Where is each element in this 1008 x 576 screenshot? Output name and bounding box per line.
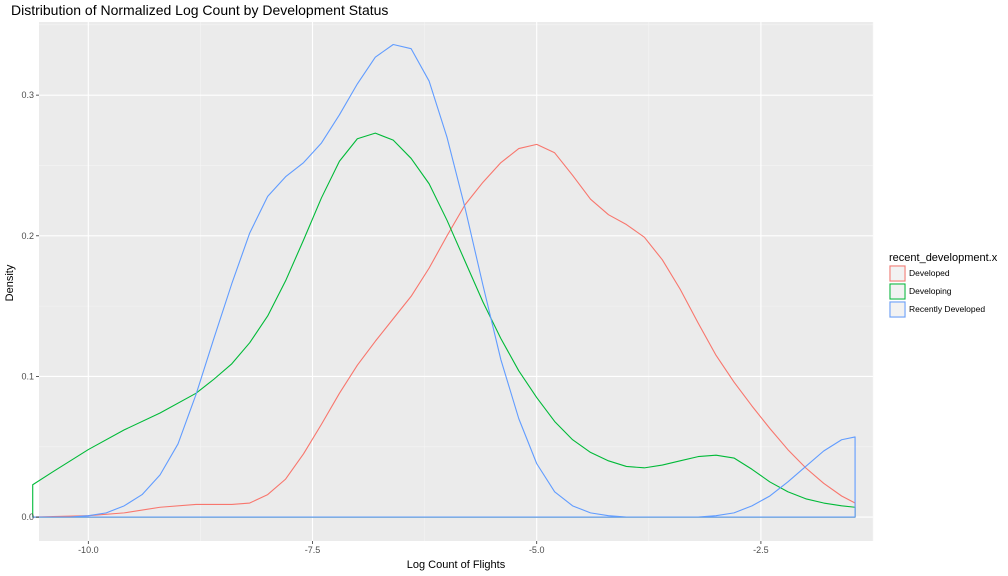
legend-key-recently-developed [889,301,906,318]
y-axis-title: Density [4,264,16,301]
legend-title: recent_development.x [889,252,998,264]
y-axis: 0.0 0.1 0.2 0.3 [21,90,39,522]
legend-key-developed [889,265,906,282]
legend-key-bg [889,265,906,282]
legend-items: Developed Developing Recently Developed [889,265,985,318]
chart-title: Distribution of Normalized Log Count by … [11,2,388,18]
x-tick-label: -10.0 [78,545,99,555]
legend-key-bg [889,301,906,318]
minor-gridlines [39,22,874,541]
legend-key-developing [889,283,906,300]
legend-label-recently-developed: Recently Developed [909,304,985,314]
y-tick-label: 0.0 [21,512,34,522]
y-tick-label: 0.1 [21,371,34,381]
legend: recent_development.x Developed Developing… [889,252,998,318]
density-curves [32,43,856,518]
y-tick-label: 0.2 [21,231,34,241]
y-tick-label: 0.3 [21,90,34,100]
x-axis: -10.0 -7.5 -5.0 -2.5 [78,541,769,555]
density-curve-developed [32,143,856,518]
legend-key-bg [889,283,906,300]
legend-label-developed: Developed [909,268,950,278]
x-tick-label: -5.0 [529,545,545,555]
density-curve-recently-developed [32,43,856,518]
plot-panel [39,22,873,541]
x-axis-title: Log Count of Flights [407,559,506,571]
x-tick-label: -7.5 [305,545,321,555]
legend-label-developing: Developing [909,286,952,296]
x-tick-label: -2.5 [753,545,769,555]
